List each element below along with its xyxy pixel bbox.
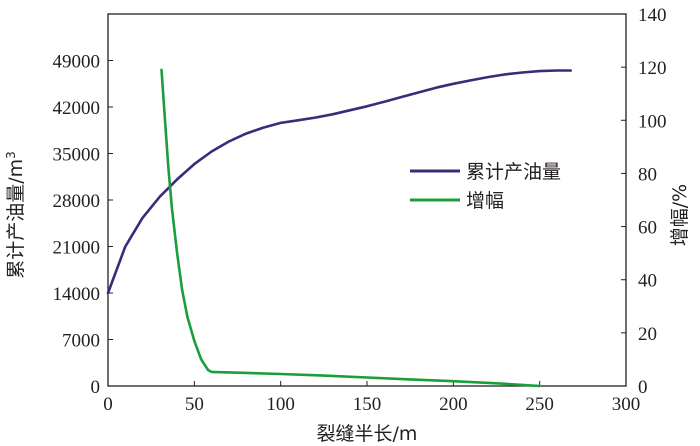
y-left-tick-label: 0 xyxy=(91,377,101,398)
y-right-tick-label: 120 xyxy=(638,58,667,79)
legend: 累计产油量 增幅 xyxy=(410,161,561,212)
y-right-tick-label: 60 xyxy=(638,218,657,239)
y-right-tick-label: 0 xyxy=(638,377,648,398)
y-right-tick-label: 40 xyxy=(638,271,657,292)
series-group xyxy=(106,68,573,388)
y-left-tick-label: 42000 xyxy=(53,98,101,119)
x-tick-label: 200 xyxy=(439,394,468,415)
y-left-axis-ticks: 0 7000 14000 21000 28000 35000 42000 49000 xyxy=(53,52,113,398)
y-right-tick-label: 80 xyxy=(638,164,657,185)
x-tick-label: 150 xyxy=(353,394,382,415)
x-tick-label: 0 xyxy=(103,394,113,415)
y-right-axis-ticks: 0 20 40 60 80 100 120 140 xyxy=(621,5,667,398)
series-line-increase xyxy=(160,68,542,388)
x-tick-label: 300 xyxy=(612,394,641,415)
y-left-tick-label: 28000 xyxy=(53,191,101,212)
y-left-tick-label: 21000 xyxy=(53,238,101,259)
y-right-tick-label: 100 xyxy=(638,111,667,132)
y-left-tick-label: 7000 xyxy=(62,331,100,352)
x-axis-ticks: 0 50 100 150 200 250 300 xyxy=(103,381,640,415)
x-axis-label: 裂缝半长/m xyxy=(317,423,418,445)
x-tick-label: 50 xyxy=(185,394,204,415)
y-left-tick-label: 49000 xyxy=(53,52,101,73)
y-left-axis-label-text: 累计产油量/m xyxy=(5,159,27,279)
x-tick-label: 100 xyxy=(266,394,295,415)
y-left-axis-label-sup: 3 xyxy=(4,151,18,159)
y-right-tick-label: 140 xyxy=(638,5,667,26)
y-right-axis-label: 增幅/% xyxy=(669,184,691,246)
y-right-tick-label: 20 xyxy=(638,324,657,345)
y-left-axis-label: 累计产油量/m3 xyxy=(4,151,27,279)
legend-label-increase: 增幅 xyxy=(466,190,504,212)
y-left-tick-label: 35000 xyxy=(53,145,101,166)
series-line-cumulative-oil xyxy=(106,69,573,295)
y-left-tick-label: 14000 xyxy=(53,284,101,305)
x-tick-label: 250 xyxy=(525,394,554,415)
legend-label-cumulative-oil: 累计产油量 xyxy=(466,161,561,183)
